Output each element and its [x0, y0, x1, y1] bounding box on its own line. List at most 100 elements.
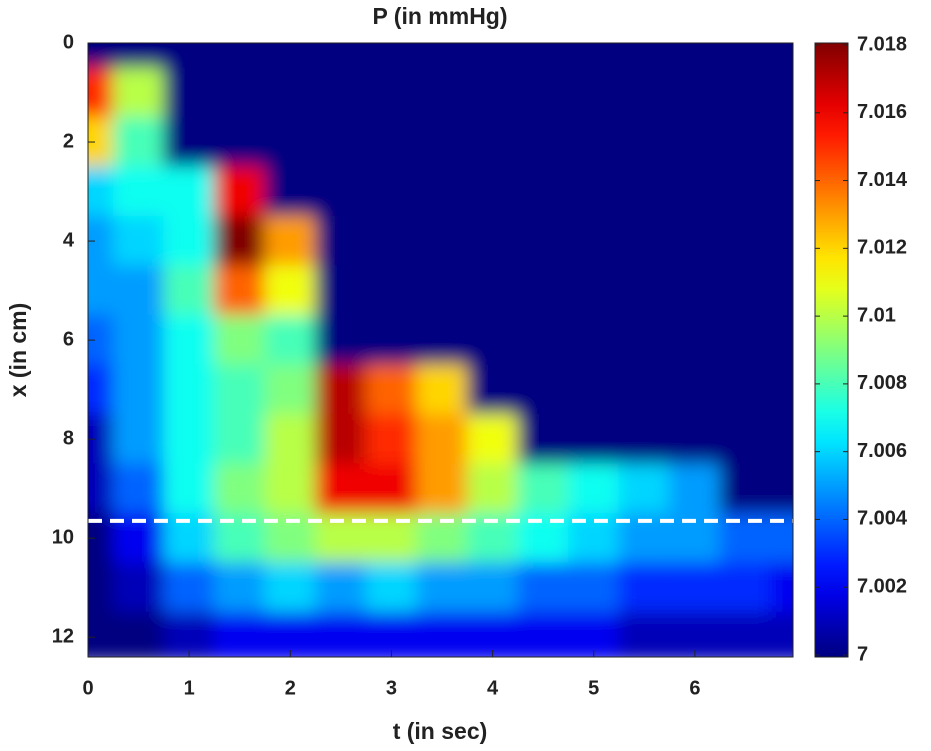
heatmap-cell — [416, 43, 468, 69]
heatmap-cell — [517, 364, 569, 415]
heatmap-cell — [466, 364, 519, 415]
heatmap-cell — [466, 67, 519, 118]
heatmap-cell — [264, 364, 317, 415]
heatmap-cell — [719, 562, 772, 613]
heatmap-cell — [618, 166, 671, 217]
heatmap-cell — [517, 562, 569, 613]
y-tick-label: 8 — [63, 427, 74, 449]
heatmap-cell — [466, 314, 519, 366]
x-tick-label: 5 — [588, 677, 599, 699]
y-axis-label: x (in cm) — [5, 303, 31, 398]
heatmap-cell — [567, 562, 620, 613]
heatmap-cell — [618, 413, 671, 465]
heatmap-cell — [315, 364, 367, 415]
heatmap-cell — [567, 43, 620, 69]
heatmap-cell — [163, 562, 215, 613]
heatmap-cell — [567, 166, 620, 217]
heatmap-cell — [416, 413, 468, 465]
heatmap-cell — [719, 166, 772, 217]
plot-frame — [87, 42, 794, 658]
heatmap-cell — [315, 67, 367, 118]
heatmap-cell — [567, 116, 620, 168]
heatmap-cell — [416, 166, 468, 217]
heatmap-cell — [719, 314, 772, 366]
heatmap-cell — [517, 43, 569, 69]
heatmap-cell — [770, 413, 793, 465]
heatmap-cell — [669, 116, 721, 168]
heatmap-cell — [264, 166, 317, 217]
heatmap-cell — [112, 314, 165, 366]
heatmap-cell — [264, 562, 317, 613]
heatmap-cell — [88, 611, 114, 657]
heatmap-cell — [264, 265, 317, 316]
heatmap-cell — [88, 67, 114, 118]
heatmap-cell — [416, 314, 468, 366]
heatmap-cell — [264, 413, 317, 465]
heatmap-cell — [112, 562, 165, 613]
heatmap-cell — [315, 116, 367, 168]
heatmap-area — [88, 43, 793, 657]
heatmap-cell — [770, 265, 793, 316]
heatmap-cell — [567, 364, 620, 415]
heatmap-cell — [770, 116, 793, 168]
heatmap-cell — [163, 166, 215, 217]
heatmap-cell — [618, 562, 671, 613]
heatmap-cell — [213, 43, 266, 69]
colorbar — [814, 42, 849, 658]
heatmap-cell — [517, 67, 569, 118]
heatmap-cell — [163, 364, 215, 415]
heatmap-cell — [466, 43, 519, 69]
heatmap-cell — [163, 611, 215, 657]
heatmap-cell — [365, 463, 418, 514]
heatmap-cell — [517, 314, 569, 366]
heatmap-cell — [365, 265, 418, 316]
x-tick-label: 1 — [184, 677, 195, 699]
heatmap-cell — [213, 314, 266, 366]
heatmap-cell — [365, 116, 418, 168]
y-tick-label: 6 — [63, 328, 74, 350]
heatmap-cell — [264, 116, 317, 168]
heatmap-cell — [88, 463, 114, 514]
heatmap-cell — [466, 166, 519, 217]
heatmap-cell — [770, 463, 793, 514]
heatmap-cell — [517, 166, 569, 217]
heatmap-cell — [466, 611, 519, 657]
heatmap-cell — [264, 314, 317, 366]
heatmap-cell — [213, 215, 266, 267]
heatmap-cell — [416, 215, 468, 267]
colorbar-tick-label: 7.014 — [857, 169, 908, 191]
heatmap-cell — [264, 215, 317, 267]
heatmap-cell — [618, 215, 671, 267]
heatmap-cell — [669, 562, 721, 613]
heatmap-cell — [163, 215, 215, 267]
heatmap-cell — [466, 463, 519, 514]
heatmap-cell — [112, 215, 165, 267]
heatmap-cell — [315, 314, 367, 366]
heatmap-cell — [416, 67, 468, 118]
heatmap-cell — [213, 166, 266, 217]
heatmap-cell — [112, 116, 165, 168]
chart-title: P (in mmHg) — [372, 3, 507, 29]
x-tick-label: 2 — [285, 677, 296, 699]
heatmap-cell — [669, 215, 721, 267]
heatmap-cell — [416, 364, 468, 415]
colorbar-tick-label: 7.006 — [857, 440, 907, 462]
heatmap-cell — [618, 116, 671, 168]
heatmap-cell — [719, 67, 772, 118]
heatmap-cell — [365, 562, 418, 613]
heatmap-cell — [112, 265, 165, 316]
heatmap-cell — [112, 611, 165, 657]
heatmap-cell — [618, 314, 671, 366]
heatmap-cell — [365, 166, 418, 217]
heatmap-cell — [567, 215, 620, 267]
heatmap-cells — [88, 43, 793, 657]
heatmap-cell — [365, 314, 418, 366]
heatmap-cell — [567, 265, 620, 316]
colorbar-tick-label: 7.004 — [857, 508, 908, 530]
heatmap-cell — [770, 314, 793, 366]
heatmap-cell — [567, 463, 620, 514]
heatmap-cell — [719, 215, 772, 267]
heatmap-cell — [365, 364, 418, 415]
heatmap-cell — [770, 43, 793, 69]
